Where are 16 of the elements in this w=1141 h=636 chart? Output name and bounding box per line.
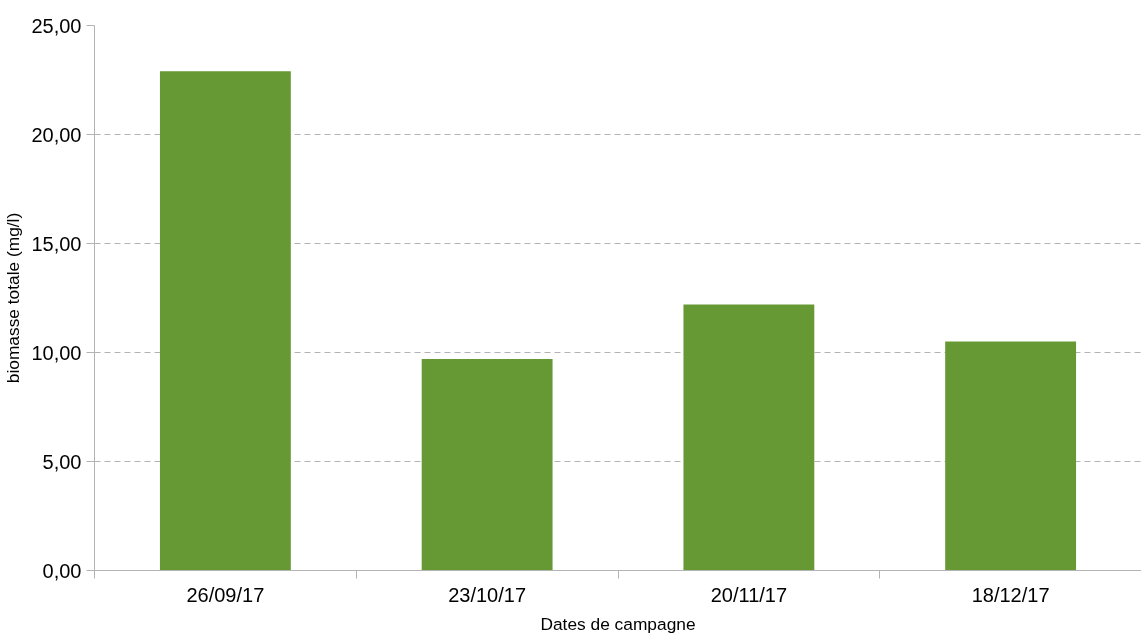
- bar: [421, 359, 553, 571]
- y-tick-label: 10,00: [31, 341, 82, 364]
- x-axis-title: Dates de campagne: [540, 613, 696, 634]
- y-axis-title: biomasse totale (mg/l): [3, 212, 24, 384]
- x-tick-label: 18/12/17: [971, 583, 1050, 606]
- y-tick-label: 15,00: [31, 232, 82, 255]
- x-tick-label: 26/09/17: [186, 583, 265, 606]
- x-tick-label: 23/10/17: [448, 583, 527, 606]
- bar: [945, 341, 1077, 571]
- bar: [159, 71, 291, 571]
- bar: [683, 304, 815, 571]
- y-tick-label: 0,00: [42, 559, 82, 582]
- y-tick-label: 20,00: [31, 123, 82, 146]
- x-tick-label: 20/11/17: [710, 583, 788, 606]
- y-tick-label: 25,00: [31, 14, 82, 37]
- y-tick-label: 5,00: [42, 450, 82, 473]
